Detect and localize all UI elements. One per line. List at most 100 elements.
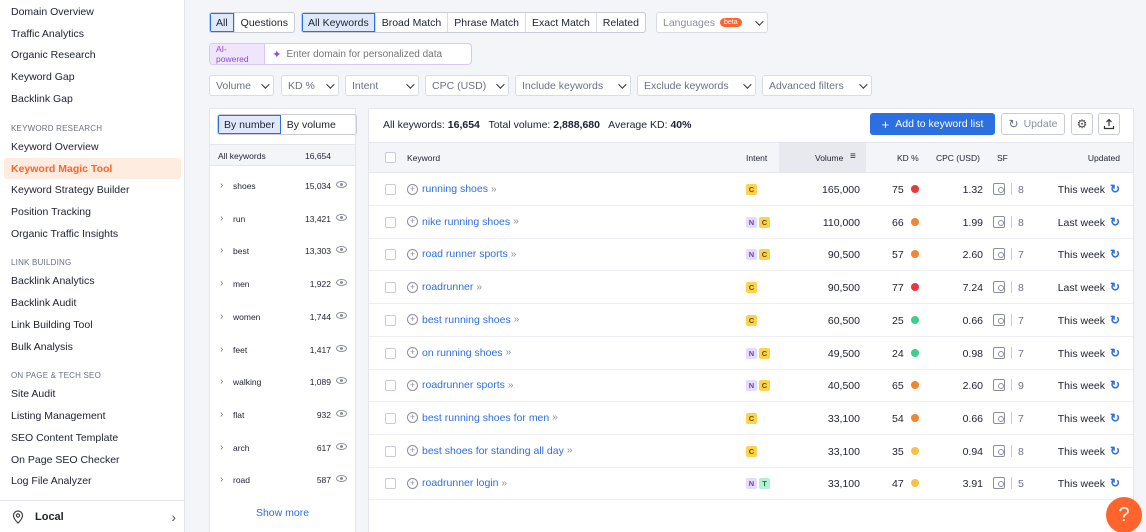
- sidebar-item-keyword-overview[interactable]: Keyword Overview: [11, 141, 99, 153]
- tab-broad-match[interactable]: Broad Match: [376, 13, 449, 32]
- add-circle-icon[interactable]: +: [407, 216, 418, 228]
- keyword-link[interactable]: + road runner sports»: [407, 248, 516, 260]
- keyword-link[interactable]: + best running shoes for men»: [407, 412, 558, 424]
- sidebar-item-on-page-seo-checker[interactable]: On Page SEO Checker: [11, 454, 120, 466]
- serp-features-icon[interactable]: [993, 248, 1005, 261]
- sidebar-item-bulk-analysis[interactable]: Bulk Analysis: [11, 341, 73, 353]
- col-kd[interactable]: KD %: [897, 153, 919, 163]
- include-keywords-filter[interactable]: Include keywords: [515, 75, 631, 96]
- row-checkbox[interactable]: [385, 216, 396, 228]
- row-checkbox[interactable]: [385, 412, 396, 424]
- double-chevron-icon[interactable]: »: [513, 314, 520, 326]
- by-number-button[interactable]: By number: [218, 115, 281, 134]
- double-chevron-icon[interactable]: »: [490, 183, 497, 195]
- keyword-group-row[interactable]: › run 13,421: [210, 210, 355, 230]
- serp-features-icon[interactable]: [993, 477, 1005, 490]
- eye-icon[interactable]: [336, 246, 347, 254]
- refresh-icon[interactable]: ↻: [1109, 214, 1120, 229]
- add-circle-icon[interactable]: +: [407, 248, 418, 260]
- sidebar-item-backlink-audit[interactable]: Backlink Audit: [11, 297, 77, 309]
- row-checkbox[interactable]: [385, 184, 396, 195]
- sidebar-item-link-building-tool[interactable]: Link Building Tool: [11, 319, 93, 331]
- intent-filter[interactable]: Intent: [345, 75, 419, 96]
- domain-input[interactable]: [286, 44, 471, 64]
- refresh-icon[interactable]: ↻: [1109, 378, 1120, 393]
- row-checkbox[interactable]: [385, 380, 396, 392]
- col-cpc[interactable]: CPC (USD): [936, 153, 980, 163]
- sidebar-item-keyword-gap[interactable]: Keyword Gap: [11, 71, 75, 83]
- sidebar-item-log-file-analyzer[interactable]: Log File Analyzer: [11, 475, 92, 487]
- row-checkbox[interactable]: [385, 478, 396, 490]
- select-all-checkbox[interactable]: [385, 152, 396, 163]
- refresh-icon[interactable]: ↻: [1109, 280, 1120, 295]
- add-circle-icon[interactable]: +: [407, 477, 418, 489]
- keyword-link[interactable]: + nike running shoes»: [407, 216, 519, 228]
- volume-filter[interactable]: Volume: [209, 75, 274, 96]
- cpc-filter[interactable]: CPC (USD): [425, 75, 509, 96]
- keyword-group-row[interactable]: › men 1,922: [210, 275, 355, 295]
- double-chevron-icon[interactable]: »: [507, 379, 514, 391]
- eye-icon[interactable]: [336, 181, 347, 188]
- sidebar-item-backlink-analytics[interactable]: Backlink Analytics: [11, 275, 95, 287]
- sidebar-item-backlink-gap[interactable]: Backlink Gap: [11, 93, 73, 105]
- double-chevron-icon[interactable]: »: [513, 216, 519, 228]
- refresh-icon[interactable]: ↻: [1109, 345, 1120, 360]
- row-checkbox[interactable]: [385, 314, 396, 326]
- row-checkbox[interactable]: [385, 445, 396, 457]
- kd-filter[interactable]: KD %: [281, 75, 339, 96]
- tab-phrase-match[interactable]: Phrase Match: [448, 13, 527, 32]
- tab-all[interactable]: All: [210, 13, 235, 32]
- eye-icon[interactable]: [336, 475, 347, 483]
- double-chevron-icon[interactable]: »: [552, 412, 558, 424]
- eye-icon[interactable]: [336, 344, 347, 352]
- serp-features-icon[interactable]: [993, 379, 1005, 392]
- keyword-link[interactable]: + best running shoes»: [407, 314, 519, 326]
- by-volume-button[interactable]: By volume: [286, 118, 336, 131]
- keyword-group-row[interactable]: › flat 932: [210, 406, 355, 426]
- keyword-link[interactable]: + roadrunner»: [407, 281, 482, 293]
- serp-features-icon[interactable]: [993, 281, 1005, 294]
- keyword-group-row[interactable]: › best 13,303: [210, 242, 355, 262]
- keyword-link[interactable]: + on running shoes»: [407, 347, 511, 359]
- sidebar-item-organic-research[interactable]: Organic Research: [11, 49, 96, 61]
- sidebar-item-traffic-analytics[interactable]: Traffic Analytics: [11, 28, 84, 40]
- sort-icon[interactable]: ≡: [850, 151, 856, 162]
- refresh-icon[interactable]: ↻: [1109, 312, 1120, 327]
- col-updated[interactable]: Updated: [1087, 153, 1120, 163]
- keyword-link[interactable]: + best shoes for standing all day»: [407, 445, 572, 457]
- tab-questions[interactable]: Questions: [240, 16, 288, 29]
- help-button[interactable]: ?: [1106, 497, 1142, 532]
- double-chevron-icon[interactable]: »: [501, 477, 508, 489]
- refresh-icon[interactable]: ↻: [1109, 182, 1120, 196]
- row-checkbox[interactable]: [385, 282, 396, 294]
- keyword-group-row[interactable]: › women 1,744: [210, 308, 355, 328]
- sidebar-item-keyword-strategy-builder[interactable]: Keyword Strategy Builder: [11, 184, 130, 196]
- eye-icon[interactable]: [336, 409, 347, 417]
- exclude-keywords-filter[interactable]: Exclude keywords: [637, 75, 756, 96]
- eye-icon[interactable]: [336, 213, 347, 221]
- keyword-group-row[interactable]: › road 587: [210, 471, 355, 491]
- add-circle-icon[interactable]: +: [407, 183, 418, 195]
- add-circle-icon[interactable]: +: [407, 412, 418, 424]
- settings-button[interactable]: ⚙: [1071, 113, 1093, 135]
- keyword-group-row[interactable]: › feet 1,417: [210, 341, 355, 361]
- row-checkbox[interactable]: [385, 249, 396, 261]
- serp-features-icon[interactable]: [993, 444, 1005, 457]
- serp-features-icon[interactable]: [993, 411, 1005, 424]
- serp-features-icon[interactable]: [993, 215, 1005, 228]
- add-circle-icon[interactable]: +: [407, 281, 418, 293]
- add-to-keyword-list-button[interactable]: + Add to keyword list: [870, 113, 995, 135]
- refresh-icon[interactable]: ↻: [1109, 443, 1120, 458]
- keyword-link[interactable]: + roadrunner sports»: [407, 379, 513, 391]
- export-button[interactable]: [1098, 113, 1120, 135]
- sidebar-item-position-tracking[interactable]: Position Tracking: [11, 206, 91, 218]
- sidebar-item-listing-management[interactable]: Listing Management: [11, 410, 106, 422]
- eye-icon[interactable]: [336, 377, 347, 385]
- eye-icon[interactable]: [336, 442, 347, 450]
- sidebar-item-keyword-magic-tool[interactable]: Keyword Magic Tool: [11, 163, 113, 175]
- add-circle-icon[interactable]: +: [407, 347, 418, 358]
- serp-features-icon[interactable]: [993, 346, 1005, 359]
- eye-icon[interactable]: [336, 311, 347, 319]
- sidebar-item-seo-content-template[interactable]: SEO Content Template: [11, 432, 119, 444]
- sidebar-item-site-audit[interactable]: Site Audit: [11, 388, 56, 400]
